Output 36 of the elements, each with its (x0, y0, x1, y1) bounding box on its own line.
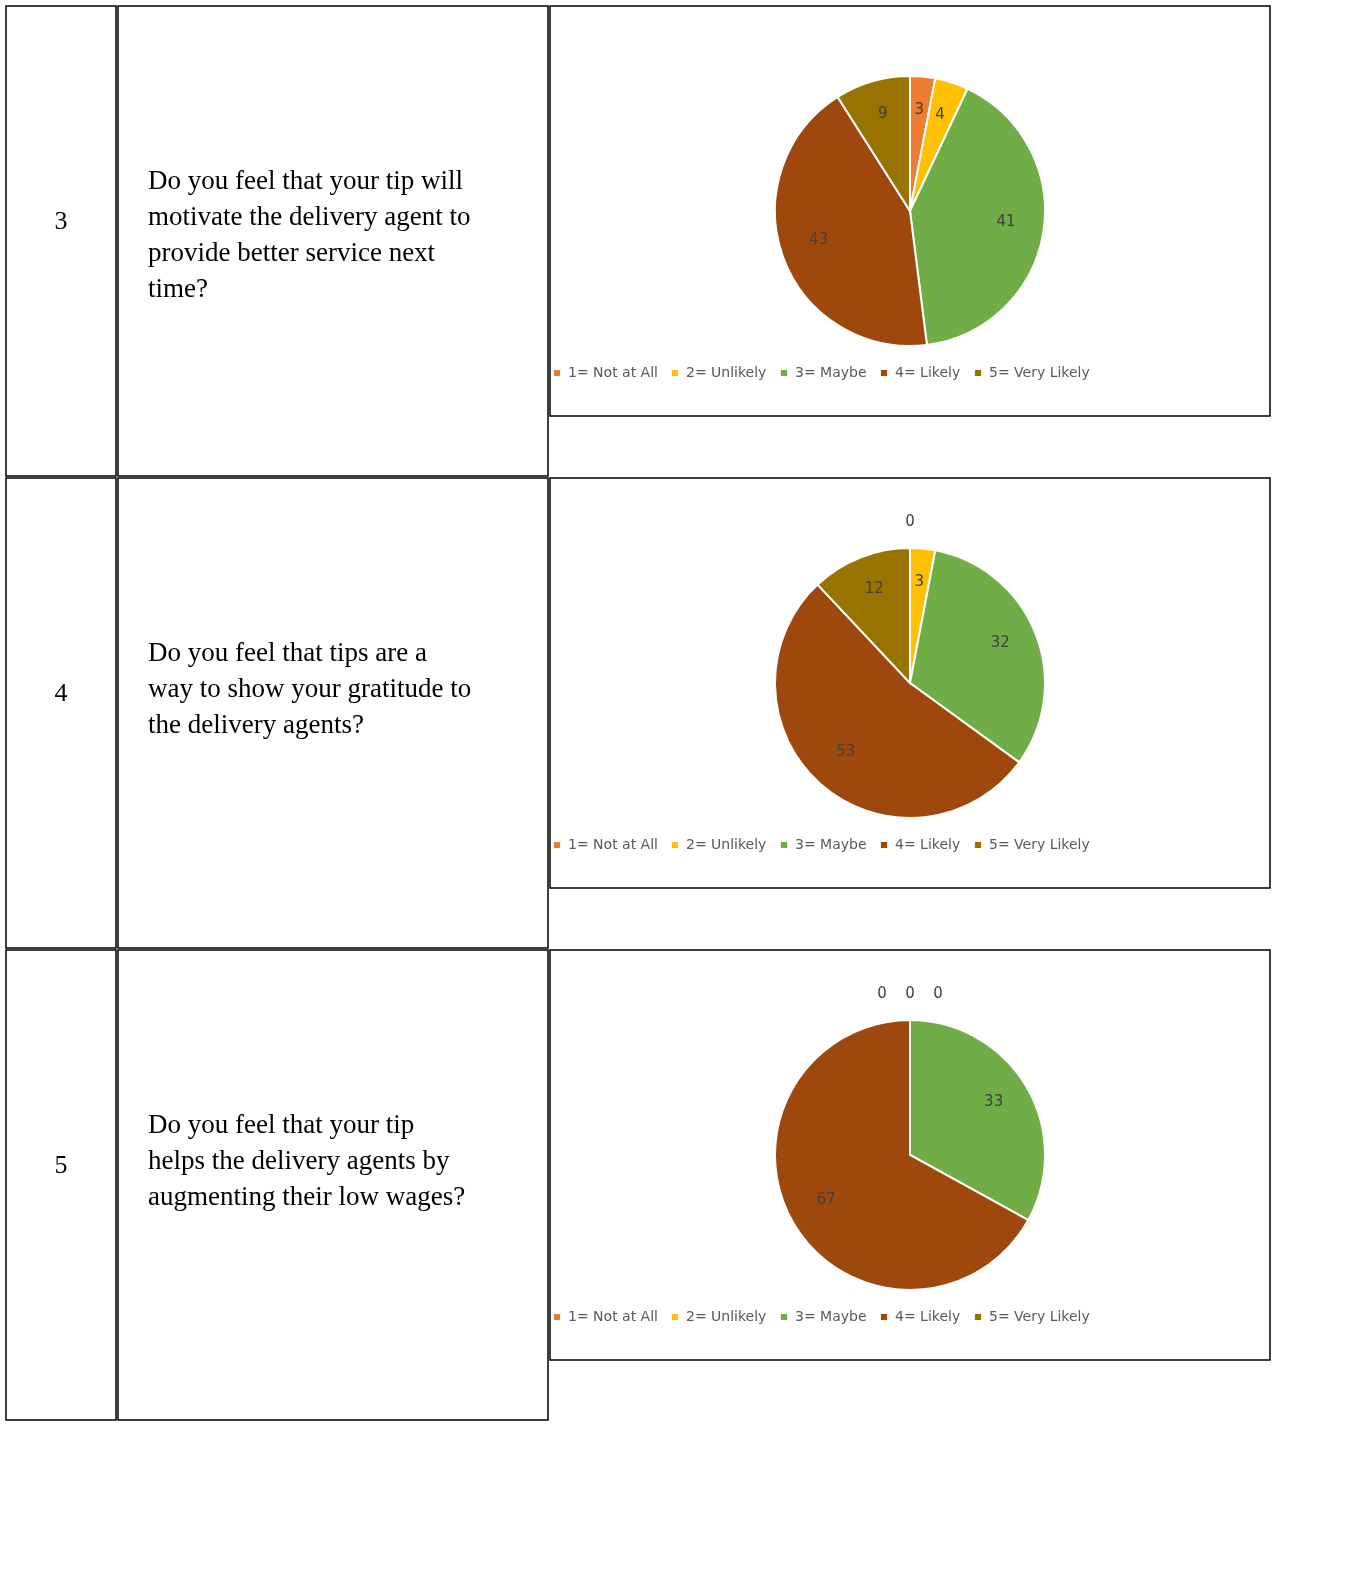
legend-label: 2= Unlikely (686, 836, 767, 852)
text: Do you feel that your tip helps the delivery agents by augmenting their low wages? (148, 1109, 466, 1211)
data-label: 33 (984, 1091, 1004, 1110)
data-label: 4 (935, 104, 945, 123)
legend-label: 1= Not at All (568, 836, 658, 852)
data-label: 53 (836, 741, 856, 760)
legend-label: 1= Not at All (568, 1308, 658, 1324)
legend-label: 4= Likely (895, 836, 961, 852)
legend-label: 3= Maybe (795, 836, 867, 852)
data-label: 32 (990, 633, 1010, 652)
legend-label: 2= Unlikely (686, 364, 767, 380)
legend-label: 1= Not at All (568, 364, 658, 380)
legend-label: 4= Likely (895, 1308, 961, 1324)
data-label: 43 (809, 229, 829, 248)
data-label: 3 (914, 572, 924, 591)
legend-label: 3= Maybe (795, 1308, 867, 1324)
data-label: 3 (914, 100, 924, 119)
data-label: 41 (996, 212, 1016, 231)
text: 4 (54, 678, 68, 707)
legend-label: 4= Likely (895, 364, 961, 380)
data-label: 9 (878, 103, 888, 122)
legend-label: 5= Very Likely (989, 364, 1090, 380)
text: 0 (905, 984, 915, 1002)
legend-label: 5= Very Likely (989, 836, 1090, 852)
text: 3 (54, 206, 68, 235)
text: 0 (905, 512, 915, 530)
data-label: 12 (864, 578, 884, 597)
text: 0 (877, 984, 887, 1002)
text: 0 (933, 984, 943, 1002)
legend-label: 2= Unlikely (686, 1308, 767, 1324)
legend-label: 5= Very Likely (989, 1308, 1090, 1324)
text: 5 (54, 1150, 68, 1179)
data-label: 67 (816, 1190, 836, 1209)
text: Do you feel that your tip will motivate the delivery agent to provide better service next time? (148, 165, 471, 303)
text: Do you feel that tips are a way to show your gratitude to the delivery agents? (148, 637, 472, 739)
legend-label: 3= Maybe (795, 364, 867, 380)
